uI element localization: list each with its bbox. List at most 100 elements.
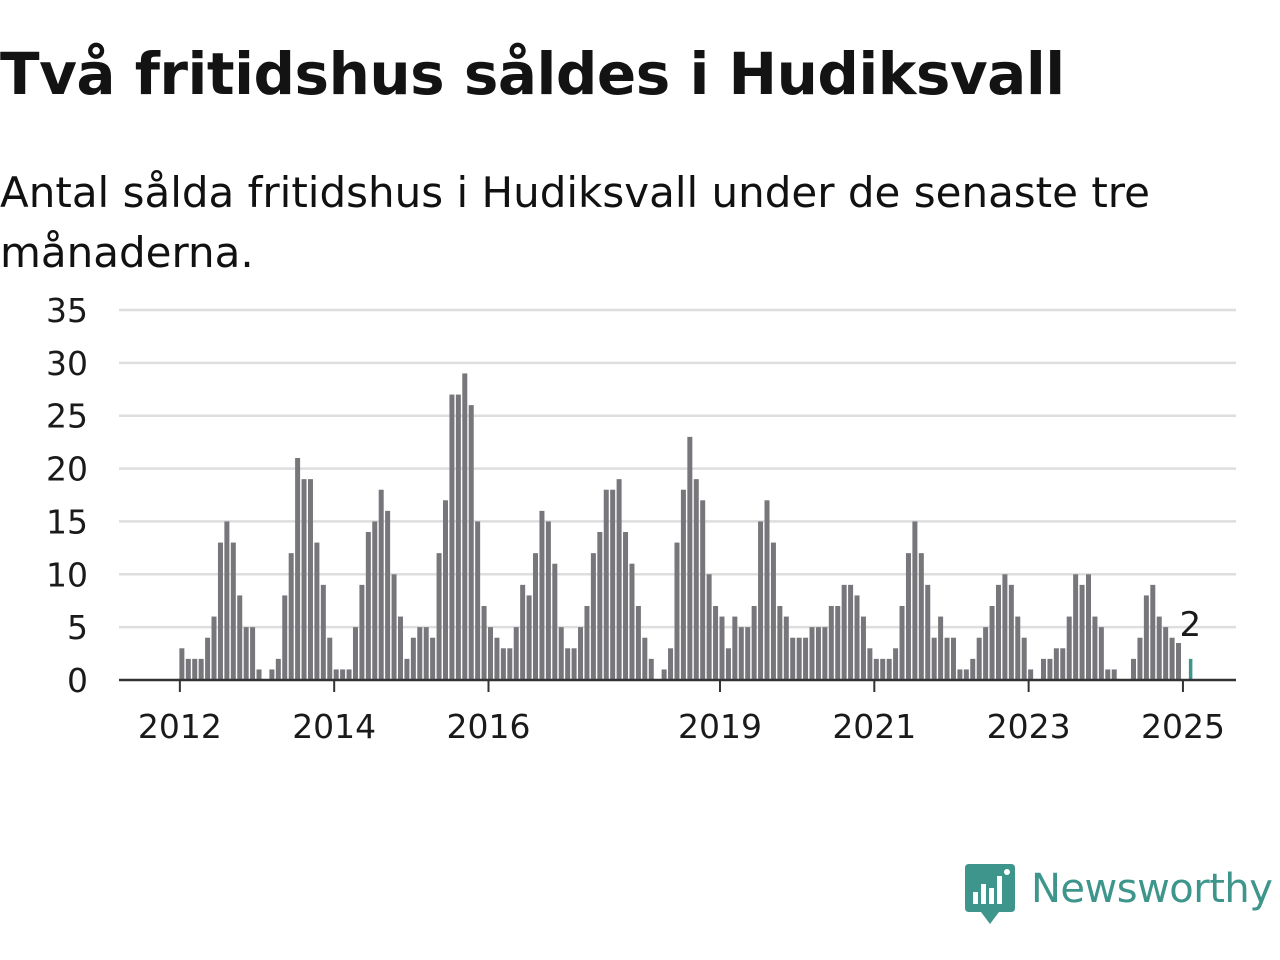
bar: [526, 595, 532, 680]
bar: [1079, 584, 1085, 680]
bar: [957, 669, 963, 680]
bar: [635, 606, 641, 680]
bar: [822, 627, 828, 680]
bar: [597, 532, 603, 680]
bar: [340, 669, 346, 680]
bar: [674, 542, 680, 680]
bar: [552, 563, 558, 680]
bar: [430, 637, 436, 680]
x-tick-label: 2016: [447, 707, 531, 746]
newsworthy-logo: Newsworthy: [963, 862, 1273, 928]
bar: [905, 553, 911, 680]
bar: [648, 658, 654, 680]
bar: [642, 637, 648, 680]
bar: [828, 606, 834, 680]
bar: [899, 606, 905, 680]
y-tick-label: 20: [46, 450, 88, 489]
bar: [282, 595, 288, 680]
bar: [668, 648, 674, 680]
bar: [764, 500, 770, 680]
bar: [880, 658, 886, 680]
bar: [500, 648, 506, 680]
bar: [983, 627, 989, 680]
bar: [449, 394, 455, 680]
chart-title: Två fritidshus såldes i Hudiksvall: [0, 40, 1065, 108]
bar: [680, 489, 686, 680]
bar: [192, 658, 198, 680]
bar: [751, 606, 757, 680]
bar: [1163, 627, 1169, 680]
bar: [571, 648, 577, 680]
bar: [481, 606, 487, 680]
bar: [815, 627, 821, 680]
newsworthy-logo-text: Newsworthy: [1031, 866, 1273, 912]
bar: [777, 606, 783, 680]
bars: [179, 373, 1193, 680]
bar: [250, 627, 256, 680]
bar: [455, 394, 461, 680]
bar: [423, 627, 429, 680]
bar: [1092, 616, 1098, 680]
bar-highlight: [1188, 658, 1193, 680]
bar: [873, 658, 879, 680]
bar: [783, 616, 789, 680]
bar: [436, 553, 442, 680]
bar: [224, 521, 230, 680]
bar: [623, 532, 629, 680]
bar: [1015, 616, 1021, 680]
bar: [796, 637, 802, 680]
bar: [745, 627, 751, 680]
bar: [346, 669, 352, 680]
bar: [1002, 574, 1008, 680]
bar: [893, 648, 899, 680]
x-tick-label: 2014: [292, 707, 376, 746]
bar: [545, 521, 551, 680]
bar: [198, 658, 204, 680]
bar: [912, 521, 918, 680]
bar: [230, 542, 236, 680]
x-axis-ticks: 2012 2014 2016 2019 2021 2023 2025: [138, 680, 1225, 746]
bar: [1137, 637, 1143, 680]
bar: [886, 658, 892, 680]
bar: [590, 553, 596, 680]
bar: [1040, 658, 1046, 680]
bar: [1008, 584, 1014, 680]
bar: [848, 584, 854, 680]
bar: [995, 584, 1001, 680]
x-tick-label: 2023: [987, 707, 1071, 746]
bar: [397, 616, 403, 680]
bar: [867, 648, 873, 680]
bar: [269, 669, 275, 680]
bar: [1073, 574, 1079, 680]
bar: [205, 637, 211, 680]
bar: [809, 627, 815, 680]
bar: [507, 648, 513, 680]
bar: [352, 627, 358, 680]
bar: [1143, 595, 1149, 680]
bar: [539, 510, 545, 680]
bar: [931, 637, 937, 680]
bar: [179, 648, 185, 680]
bar: [1060, 648, 1066, 680]
y-tick-label: 15: [46, 502, 88, 541]
bar: [616, 479, 622, 680]
bar: [404, 658, 410, 680]
bar: [211, 616, 217, 680]
bar: [385, 510, 391, 680]
bar: [1053, 648, 1059, 680]
bar: [1111, 669, 1117, 680]
last-value-label: 2: [1180, 605, 1202, 645]
bar: [533, 553, 539, 680]
bar: [603, 489, 609, 680]
y-tick-label: 5: [67, 608, 88, 647]
bar: [835, 606, 841, 680]
bar: [475, 521, 481, 680]
bar: [494, 637, 500, 680]
bar: [944, 637, 950, 680]
bar: [488, 627, 494, 680]
bar: [860, 616, 866, 680]
bar: [256, 669, 262, 680]
bar: [629, 563, 635, 680]
bar: [243, 627, 249, 680]
